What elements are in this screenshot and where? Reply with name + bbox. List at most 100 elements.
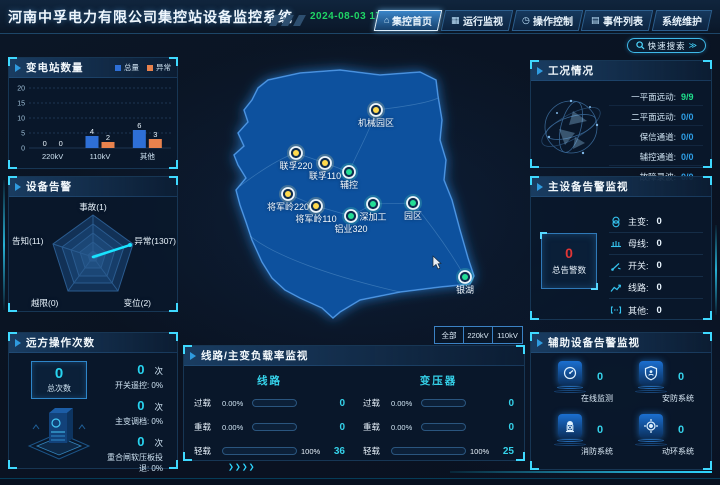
svg-text:3: 3: [153, 130, 157, 139]
panel-arrow-icon: [15, 182, 21, 191]
switch-icon: [609, 260, 622, 272]
load-rate-row: 重载 0.00% 0: [363, 421, 514, 433]
radar-axis-overlimit: 越限(0): [31, 298, 59, 308]
radar-grid: [52, 214, 134, 292]
other-icon: [609, 304, 622, 316]
load-rate-transformer-column: 变压器 过载 0.00% 0 重载 0.00% 0 轻载: [363, 370, 514, 466]
panel-arrow-icon: [537, 66, 543, 75]
wc-row: 保信通道: 0/0: [609, 131, 703, 146]
left-edge-decoration: [3, 180, 5, 310]
aux-cell-env: 0 动环系统: [622, 414, 703, 467]
load-rate-row: 轻载 100% 25: [363, 445, 514, 457]
filter-all-button[interactable]: 全部: [435, 327, 464, 343]
tab-operation-monitor[interactable]: ▦ 运行监视: [440, 10, 513, 31]
station-marker-联孚110[interactable]: 联孚110: [309, 154, 341, 181]
search-icon: [635, 41, 645, 50]
panel-arrow-icon: [537, 338, 543, 347]
total-alarm-value: 0: [565, 245, 573, 262]
svg-text:0: 0: [43, 139, 47, 148]
panel-title: 远方操作次数: [26, 337, 95, 349]
station-marker-辅控[interactable]: 辅控: [340, 163, 358, 190]
svg-text:铝业320: 铝业320: [334, 223, 367, 234]
station-marker-机械园区[interactable]: 机械园区: [358, 101, 394, 128]
server-3d-icon: [27, 408, 91, 460]
radar-axis-accident: 事故(1): [79, 202, 107, 212]
svg-text:联孚220: 联孚220: [279, 160, 312, 171]
tab-system-maintenance[interactable]: 系统维护: [651, 10, 713, 31]
globe-wireframe-icon: [541, 99, 601, 155]
quick-search-button[interactable]: 快速搜索 ≫: [626, 38, 706, 53]
double-chevron-icon: ≫: [688, 41, 697, 50]
alarm-row-busbar: 母线: 0: [609, 233, 703, 255]
filter-220kv-button[interactable]: 220kV: [464, 327, 493, 343]
alarm-row-other: 其他: 0: [609, 299, 703, 321]
panel-device-alarm: 设备告警 事故(1) 异常(1307) 变位(2): [8, 176, 178, 312]
transformer-icon: [609, 216, 622, 228]
panel-aux-equipment-alarm: 辅助设备告警监视 0 在线监测 0: [530, 332, 712, 470]
total-operations-value: 0: [54, 365, 64, 382]
filter-110kv-button[interactable]: 110kV: [497, 330, 518, 340]
aux-cell-online-monitor: 0 在线监测: [541, 361, 622, 414]
svg-text:4: 4: [90, 127, 94, 136]
svg-text:机械园区: 机械园区: [358, 117, 394, 128]
load-rate-row: 重载 0.00% 0: [194, 421, 345, 433]
env-system-icon: [635, 414, 667, 446]
substation-bar-chart: 0 5 10 15 20 220kV 0 0 110kV 4 2 其他 6 3: [17, 86, 171, 161]
svg-text:0: 0: [59, 139, 63, 148]
svg-text:2: 2: [106, 133, 110, 142]
panel-main-equipment-alarm: 主设备告警监视 0 总告警数 主变: 0 母线: 0: [530, 176, 712, 320]
right-edge-decoration: [715, 225, 717, 315]
station-marker-联孚220[interactable]: 联孚220: [279, 144, 313, 171]
radar-axis-notify: 告知(11): [12, 236, 44, 246]
busbar-icon: [609, 238, 622, 250]
tab-home[interactable]: ⌂ 集控首页: [373, 10, 443, 31]
panel-arrow-icon: [15, 63, 21, 72]
panel-working-conditions: 工况情况 一平面: [530, 60, 712, 182]
tab-event-list[interactable]: ▤ 事件列表: [581, 10, 654, 31]
wc-row: 一平面远动: 9/9: [609, 91, 703, 106]
wc-row: 辅控通道: 0/0: [609, 151, 703, 166]
legend-total-swatch: [115, 64, 121, 71]
line-icon: [609, 282, 622, 294]
svg-text:其他: 其他: [140, 151, 155, 161]
monitor-icon: ▦: [451, 15, 460, 25]
bar-legend: 总量 异常: [115, 62, 171, 73]
aux-cell-fire: 0 消防系统: [541, 414, 622, 467]
fire-hydrant-icon: [554, 414, 586, 446]
load-rate-row: 轻载 100% 36: [194, 445, 345, 457]
total-operations-box: 0 总次数: [31, 361, 87, 399]
panel-arrow-icon: [15, 338, 21, 347]
clock-timestamp: 2024-08-03 17:02:13: [310, 11, 414, 22]
svg-text:辅控: 辅控: [340, 179, 358, 190]
svg-text:220kV: 220kV: [42, 152, 63, 161]
mouse-cursor: [432, 255, 442, 270]
panel-substation-count: 变电站数量 总量 异常 0 5 10 15 20 220kV 0 0 110kV 4 2 其他 6 3: [8, 57, 178, 169]
station-marker-铝业320[interactable]: 铝业320: [334, 207, 368, 234]
alarm-row-transformer: 主变: 0: [609, 211, 703, 233]
app-title: 河南中孚电力有限公司集控站设备监控系统: [8, 9, 293, 25]
map-landmass: [233, 69, 475, 320]
map-voltage-filter: 全部 220kV 110kV: [434, 326, 523, 344]
svg-text:15: 15: [17, 101, 25, 108]
legend-abnormal-swatch: [147, 64, 153, 71]
svg-text:110kV: 110kV: [90, 152, 111, 161]
wc-row: 二平面远动: 0/0: [609, 111, 703, 126]
station-marker-将军岭220[interactable]: 将军岭220: [267, 185, 309, 212]
tab-operation-control[interactable]: ◷ 操作控制: [511, 10, 583, 31]
list-icon: ▤: [591, 15, 600, 25]
station-marker-银湖[interactable]: 银湖: [456, 268, 474, 295]
device-alarm-radar-chart: 事故(1) 异常(1307) 变位(2) 越限(0) 告知(11): [9, 197, 177, 311]
svg-text:将军岭110: 将军岭110: [295, 213, 336, 224]
aux-cell-security: 0 安防系统: [622, 361, 703, 414]
station-marker-将军岭110[interactable]: 将军岭110: [295, 197, 337, 224]
svg-text:0: 0: [21, 146, 25, 153]
home-icon: ⌂: [383, 15, 390, 25]
station-marker-深加工[interactable]: 深加工: [359, 195, 387, 222]
svg-text:深加工: 深加工: [359, 212, 386, 222]
station-marker-园区[interactable]: 园区: [404, 194, 422, 221]
svg-text:将军岭220: 将军岭220: [267, 201, 309, 212]
chevron-decoration: ❯❯❯❯: [228, 464, 256, 471]
panel-title: 线路/主变负载率监视: [201, 350, 309, 362]
